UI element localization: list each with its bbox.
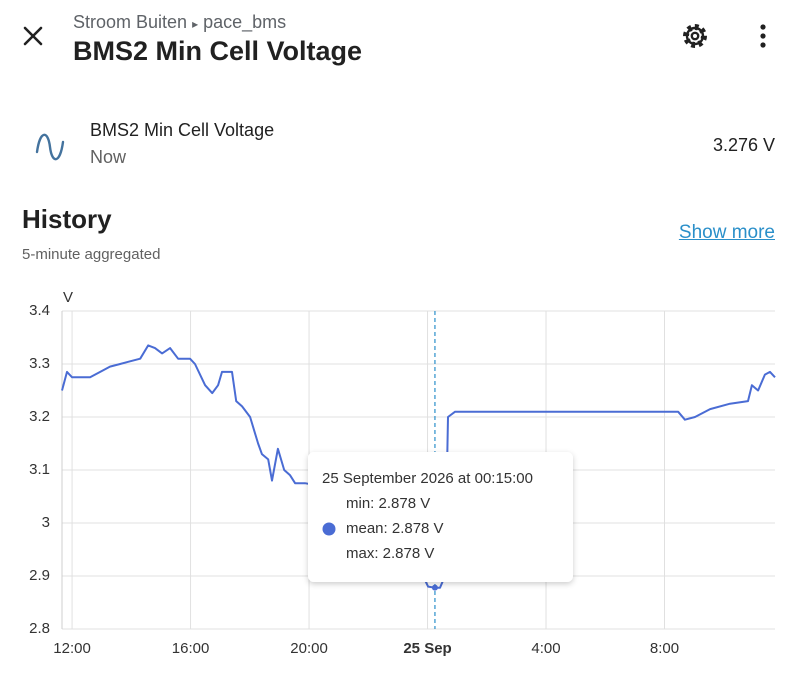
x-tick-label: 25 Sep — [403, 640, 451, 657]
tooltip-line: max: 2.878 V — [346, 545, 434, 562]
show-more-link[interactable]: Show more — [678, 222, 775, 243]
x-tick-label: 16:00 — [172, 640, 210, 657]
entity-icon — [35, 133, 65, 161]
settings-button[interactable] — [683, 24, 707, 48]
y-tick-label: 3.2 — [29, 408, 50, 425]
tooltip-line: mean: 2.878 V — [346, 520, 444, 537]
y-tick-label: 2.9 — [29, 567, 50, 584]
dialog-title: BMS2 Min Cell Voltage — [73, 36, 363, 66]
y-unit: V — [63, 289, 73, 306]
menu-button[interactable] — [760, 24, 766, 48]
y-tick-label: 3.1 — [29, 461, 50, 478]
entity-state: 3.276 V — [712, 135, 775, 155]
device: pace_bms — [203, 12, 287, 32]
area: Stroom Buiten — [73, 12, 188, 32]
y-tick-label: 3 — [42, 514, 50, 531]
close-button[interactable] — [23, 26, 43, 46]
tooltip-line: min: 2.878 V — [346, 495, 430, 512]
history-subtitle: 5-minute aggregated — [22, 246, 161, 263]
x-tick-label: 4:00 — [531, 640, 560, 657]
entity-time: Now — [90, 147, 127, 167]
y-tick-label: 3.3 — [29, 355, 50, 372]
tooltip-point — [431, 584, 438, 591]
x-tick-label: 8:00 — [650, 640, 679, 657]
tooltip-box — [308, 452, 573, 582]
tooltip-swatch — [322, 522, 336, 536]
tooltip-title: 25 September 2026 at 00:15:00 — [322, 470, 533, 487]
history-title: History — [22, 204, 112, 234]
series-line — [61, 344, 776, 589]
y-tick-label: 3.4 — [29, 302, 50, 319]
x-tick-label: 20:00 — [290, 640, 328, 657]
separator: ▸ — [192, 17, 199, 31]
x-tick-label: 12:00 — [53, 640, 91, 657]
y-tick-label: 2.8 — [29, 620, 50, 637]
breadcrumb: Stroom Buiten ▸ pace_bms — [73, 12, 286, 33]
entity-name: BMS2 Min Cell Voltage — [90, 120, 275, 140]
